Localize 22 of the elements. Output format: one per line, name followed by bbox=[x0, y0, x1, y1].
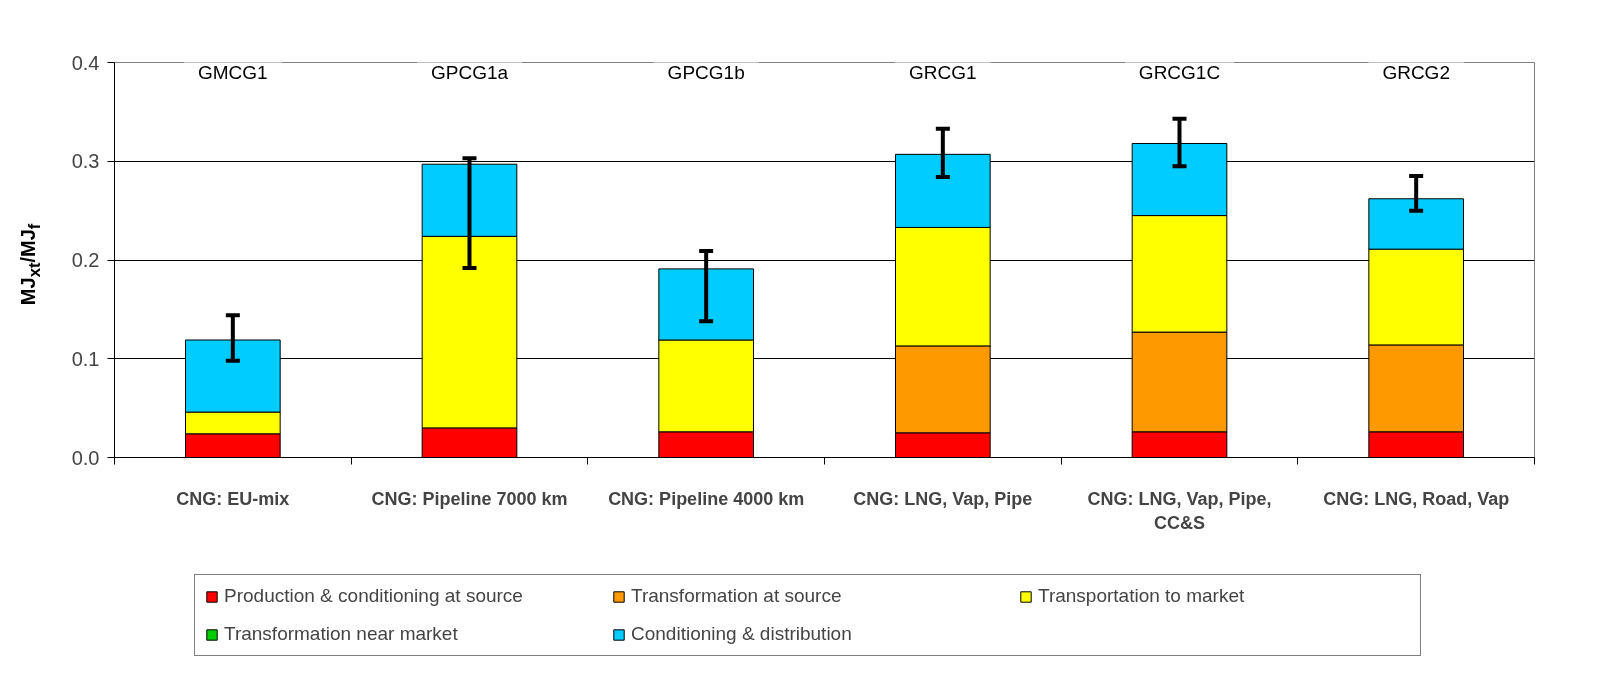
x-tick-label: CNG: Pipeline 4000 km bbox=[608, 488, 805, 509]
annotation: GPCG1b bbox=[667, 61, 745, 83]
annotation: GRCG1 bbox=[909, 61, 977, 83]
y-tick-label: 0.2 bbox=[71, 249, 100, 271]
legend-label: Transformation near market bbox=[224, 623, 459, 645]
x-tick-label: CNG: LNG, Road, Vap bbox=[1323, 488, 1510, 509]
y-tick-label: 0.3 bbox=[71, 150, 100, 173]
annotation: GPCG1a bbox=[430, 61, 509, 83]
legend-label: Production & conditioning at source bbox=[224, 585, 524, 607]
legend-label: Transformation at source bbox=[631, 585, 843, 607]
y-tick-label: 0.0 bbox=[71, 446, 100, 469]
x-tick-label: CNG: Pipeline 7000 km bbox=[371, 488, 568, 509]
y-tick-label: 0.4 bbox=[71, 51, 100, 74]
x-tick-label: CNG: EU-mix bbox=[176, 488, 290, 509]
x-tick-label: CNG: LNG, Vap, Pipe, CC&S bbox=[1087, 488, 1272, 533]
y-tick-label: 0.1 bbox=[71, 347, 100, 370]
legend-label: Conditioning & distribution bbox=[631, 623, 853, 645]
annotation: GRCG2 bbox=[1382, 61, 1450, 83]
annotation: GRCG1C bbox=[1138, 61, 1221, 83]
x-tick-label: CNG: LNG, Vap, Pipe bbox=[853, 488, 1033, 509]
legend-label: Transportation to market bbox=[1038, 585, 1246, 607]
annotation: GMCG1 bbox=[198, 61, 268, 83]
